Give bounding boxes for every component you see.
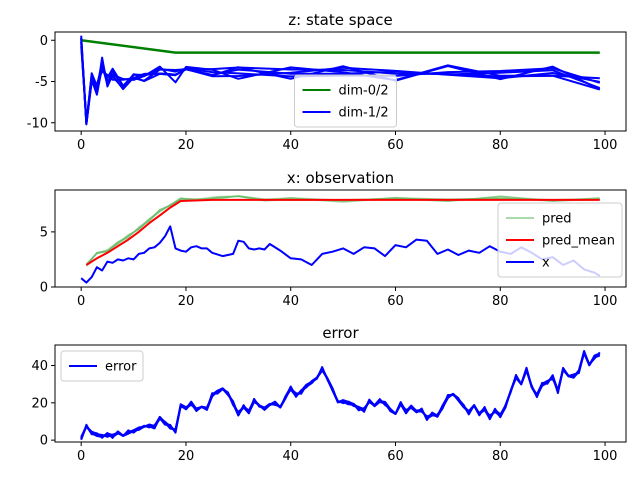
x-tick-label: 80 xyxy=(492,449,509,464)
x-tick-label: 60 xyxy=(387,138,404,153)
y-tick-label: -5 xyxy=(35,75,48,90)
series-line-dim-1-2 xyxy=(80,38,601,125)
chart-title: z: state space xyxy=(288,11,392,29)
x-tick-label: 0 xyxy=(77,294,85,309)
x-tick-label: 40 xyxy=(282,294,299,309)
chart-title: error xyxy=(322,324,359,342)
legend: error xyxy=(60,350,144,382)
legend-label: dim-0/2 xyxy=(339,84,389,99)
chart-panel-3: error 0 20 40 60 80 100 0 20 40 error xyxy=(31,324,627,464)
x-tick-label: 80 xyxy=(492,294,509,309)
series-line-pred-mean xyxy=(85,198,600,266)
legend-label: error xyxy=(105,360,137,375)
plot-frame xyxy=(54,189,627,288)
y-tick-label: 0 xyxy=(40,434,48,449)
x-tick-label: 100 xyxy=(593,138,618,153)
y-tick-label: 40 xyxy=(31,359,48,374)
x-tick-label: 60 xyxy=(387,449,404,464)
legend-box xyxy=(60,350,144,382)
series-line-error xyxy=(80,351,601,440)
series-line-dim-0-2 xyxy=(81,39,600,54)
x-tick-label: 80 xyxy=(492,138,509,153)
chart-title: x: observation xyxy=(287,169,394,187)
series-line-error xyxy=(80,352,600,440)
y-tick-label: 20 xyxy=(31,396,48,411)
x-tick-label: 20 xyxy=(178,138,195,153)
legend-box xyxy=(294,74,397,128)
x-tick-label: 60 xyxy=(387,294,404,309)
x-tick-label: 40 xyxy=(282,449,299,464)
x-tick-label: 100 xyxy=(593,449,618,464)
series-line-error xyxy=(80,351,601,441)
series-line-error xyxy=(80,351,601,439)
x-tick-label: 20 xyxy=(178,294,195,309)
x-tick-label: 0 xyxy=(77,449,85,464)
chart-panel-2: x: observation 0 20 40 60 80 100 0 5 pred pred_mea… xyxy=(40,169,627,309)
legend-label: pred xyxy=(542,212,572,227)
x-tick-label: 100 xyxy=(593,294,618,309)
plot-frame xyxy=(54,344,627,443)
x-tick-label: 40 xyxy=(282,138,299,153)
x-tick-label: 0 xyxy=(77,138,85,153)
y-tick-label: 0 xyxy=(40,34,48,49)
y-tick-label: 0 xyxy=(40,281,48,296)
legend-box xyxy=(497,202,623,278)
y-tick-label: -10 xyxy=(27,116,48,131)
x-tick-label: 20 xyxy=(178,449,195,464)
y-tick-label: 5 xyxy=(40,225,48,240)
legend: dim-0/2 dim-1/2 xyxy=(294,74,397,128)
legend-label: pred_mean xyxy=(542,234,615,249)
series-line-error xyxy=(80,350,601,438)
legend-label: dim-1/2 xyxy=(339,106,389,121)
legend-label: x xyxy=(542,256,550,271)
series-line-x xyxy=(80,225,601,284)
